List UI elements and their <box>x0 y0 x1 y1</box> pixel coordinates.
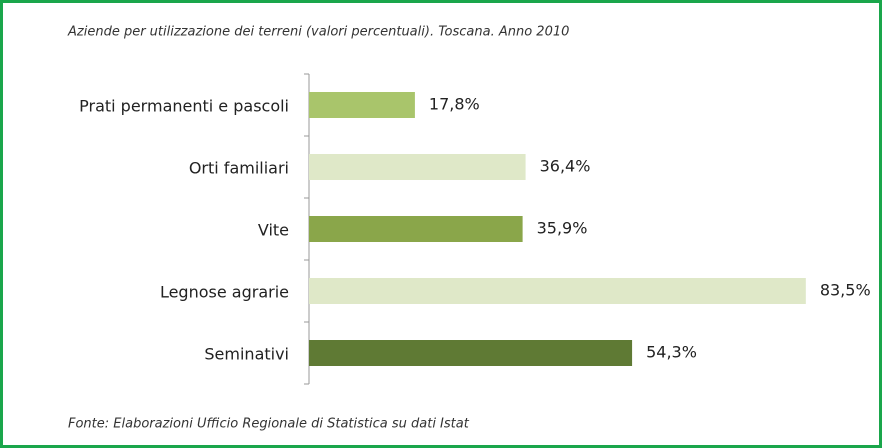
bar <box>309 92 415 118</box>
category-label: Orti familiari <box>189 159 289 178</box>
category-label: Seminativi <box>204 345 289 364</box>
value-label: 35,9% <box>537 219 588 238</box>
bar <box>309 216 523 242</box>
bar <box>309 340 633 366</box>
value-label: 36,4% <box>540 157 591 176</box>
category-label: Vite <box>258 221 289 240</box>
value-label: 17,8% <box>429 95 480 114</box>
value-label: 83,5% <box>820 281 871 300</box>
chart-title: Aziende per utilizzazione dei terreni (v… <box>67 25 569 40</box>
bar <box>309 278 806 304</box>
value-label: 54,3% <box>646 343 697 362</box>
category-label: Legnose agrarie <box>160 283 289 302</box>
source: Fonte: Elaborazioni Ufficio Regionale di… <box>68 417 470 432</box>
category-label: Prati permanenti e pascoli <box>79 97 289 116</box>
bar <box>309 154 526 180</box>
